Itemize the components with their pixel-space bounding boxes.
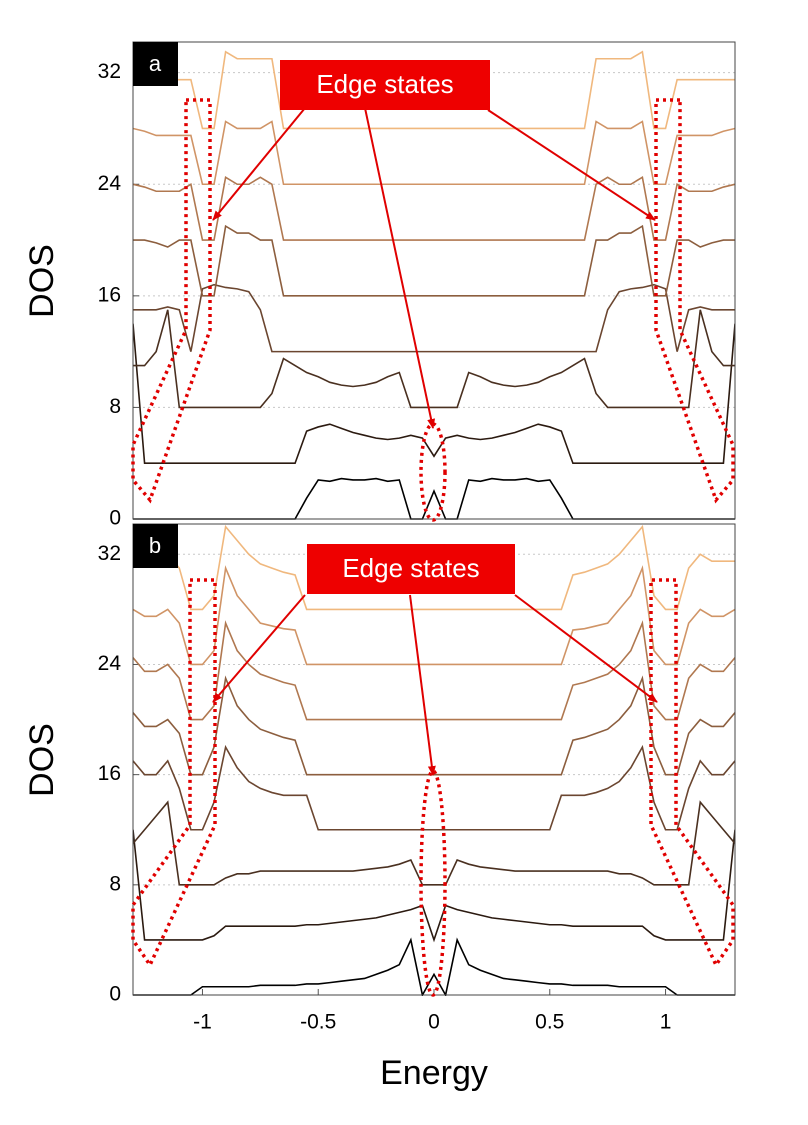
y-tick-label: 24 xyxy=(98,172,122,195)
plot-area xyxy=(133,42,735,519)
dos-curve xyxy=(133,524,735,611)
dos-curve xyxy=(133,744,735,831)
dos-curve xyxy=(133,224,735,297)
y-tick-label: 0 xyxy=(109,507,121,530)
panel-label: a xyxy=(149,51,162,76)
y-axis-label: DOS xyxy=(23,723,61,797)
dos-curve xyxy=(133,620,735,721)
panel-label: b xyxy=(149,533,161,558)
dos-curve xyxy=(133,829,735,943)
annotation-box xyxy=(280,60,490,110)
dos-curve xyxy=(133,937,735,996)
dos-curve xyxy=(133,50,735,130)
y-tick-label: 8 xyxy=(109,395,121,418)
y-tick-label: 24 xyxy=(98,652,122,675)
dos-curve xyxy=(133,323,735,465)
y-axis-label: DOS xyxy=(23,244,61,318)
y-tick-label: 32 xyxy=(98,60,121,83)
dos-curve xyxy=(133,800,735,886)
y-tick-label: 16 xyxy=(98,762,121,785)
x-axis-label: Energy xyxy=(380,1054,488,1092)
y-tick-label: 0 xyxy=(109,983,121,1006)
x-tick-label: -0.5 xyxy=(300,1011,336,1034)
edge-region-outline xyxy=(419,769,447,997)
y-tick-label: 32 xyxy=(98,542,121,565)
x-tick-label: 0.5 xyxy=(535,1011,564,1034)
y-tick-label: 8 xyxy=(109,872,121,895)
x-tick-label: -1 xyxy=(193,1011,212,1034)
edge-region-outline xyxy=(131,578,217,969)
arrow xyxy=(364,107,436,429)
panel-b: 0 8 16 24 32 -1 -0.5 0 0.5 1 xyxy=(98,523,736,1034)
dos-curve xyxy=(133,309,735,409)
x-tick-label: 0 xyxy=(428,1011,440,1034)
arrow xyxy=(487,109,656,221)
arrow xyxy=(409,594,436,776)
dos-curve xyxy=(133,176,735,241)
panel-label-box xyxy=(133,42,178,86)
arrow xyxy=(212,594,306,703)
annotation: Edge states xyxy=(316,69,453,99)
annotations: a b Edge states Edge states DOS DOS Ener… xyxy=(23,42,735,1092)
x-tick-label: 1 xyxy=(660,1011,672,1034)
panel-a: 0 8 16 24 32 xyxy=(98,41,736,530)
edge-region-outline xyxy=(649,578,735,969)
dos-curve xyxy=(133,120,735,186)
dos-curve xyxy=(133,565,735,666)
annotation-box xyxy=(307,544,515,594)
arrow xyxy=(514,594,658,703)
annotation: Edge states xyxy=(342,553,479,583)
dos-curve xyxy=(133,283,735,353)
arrow xyxy=(212,107,306,221)
panel-label-box xyxy=(133,524,178,568)
y-tick-label: 16 xyxy=(98,283,121,306)
